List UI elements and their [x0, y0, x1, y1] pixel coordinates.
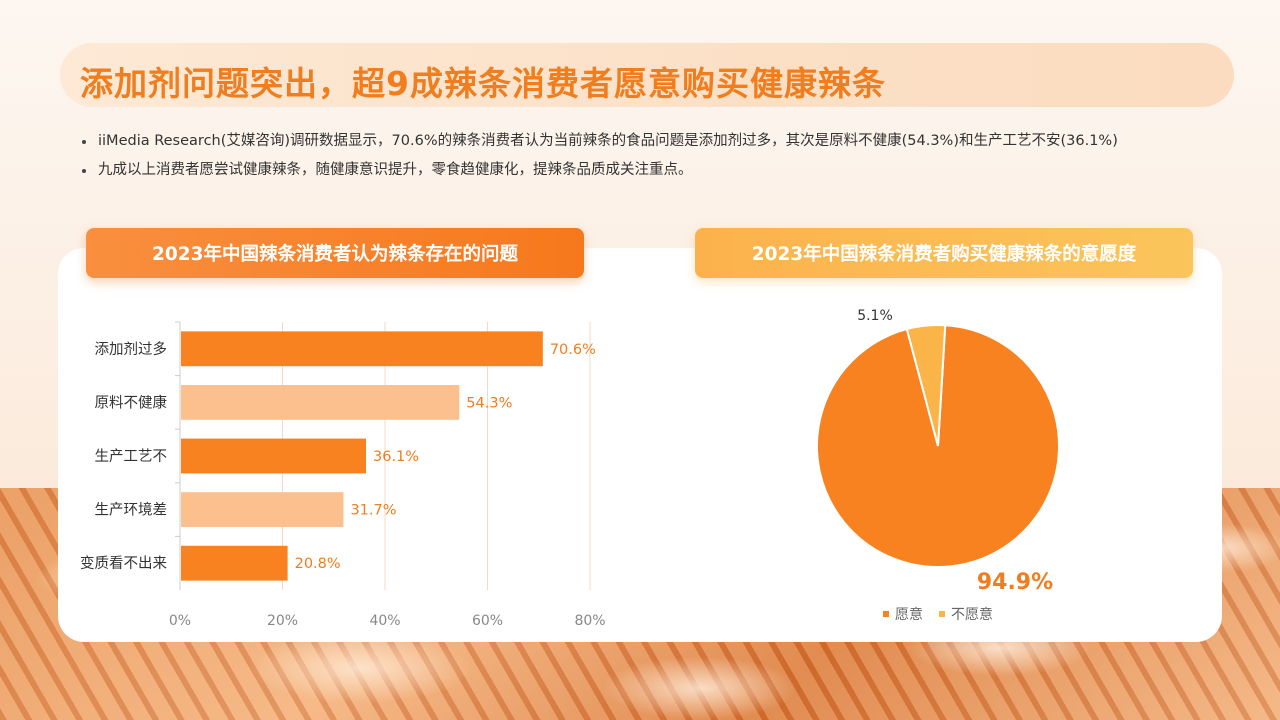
bar-value-label: 31.7%	[350, 503, 396, 519]
bar	[181, 438, 367, 474]
category-label: 变质看不出来	[80, 555, 167, 572]
legend-swatch	[939, 611, 945, 617]
bar-value-label: 20.8%	[295, 556, 341, 572]
bar	[181, 331, 543, 367]
category-label: 原料不健康	[95, 394, 168, 411]
legend-item-willing: 愿意	[883, 604, 923, 624]
bar	[181, 384, 460, 420]
title-banner	[60, 43, 1234, 107]
x-tick-label: 40%	[369, 613, 400, 629]
category-label: 生产工艺不	[95, 448, 168, 465]
bar	[181, 492, 344, 528]
legend-label: 愿意	[895, 607, 923, 623]
pie-chart: 5.1% 94.9%	[816, 308, 1061, 595]
bar-chart-title: 2023年中国辣条消费者认为辣条存在的问题	[86, 228, 584, 278]
category-label: 添加剂过多	[95, 341, 168, 358]
legend-item-unwilling: 不愿意	[939, 604, 993, 624]
page-title: 添加剂问题突出，超9成辣条消费者愿意购买健康辣条	[80, 64, 886, 103]
bar-value-label: 36.1%	[373, 449, 419, 465]
x-tick-label: 0%	[169, 613, 191, 629]
legend-label: 不愿意	[951, 607, 993, 623]
pie-value-label-minor: 5.1%	[857, 308, 893, 324]
bar-value-label: 70.6%	[550, 342, 596, 358]
pie-chart-title: 2023年中国辣条消费者购买健康辣条的意愿度	[695, 228, 1193, 278]
pie-slice	[905, 324, 947, 447]
bar	[181, 545, 288, 581]
summary-bullets: iiMedia Research(艾媒咨询)调研数据显示，70.6%的辣条消费者…	[80, 132, 1118, 190]
pie-legend: 愿意 不愿意	[883, 604, 993, 624]
x-tick-label: 80%	[574, 613, 605, 629]
pie-value-label-major: 94.9%	[977, 570, 1053, 595]
bullet-item: iiMedia Research(艾媒咨询)调研数据显示，70.6%的辣条消费者…	[80, 132, 1118, 151]
bar-chart: 0% 20% 40% 60% 80% 添加剂过多 70.6% 原料不健康 54.3% 生产工艺不 3…	[80, 321, 606, 629]
legend-swatch	[883, 611, 889, 617]
x-tick-label: 20%	[267, 613, 298, 629]
category-label: 生产环境差	[95, 501, 168, 519]
x-tick-label: 60%	[472, 613, 503, 629]
bullet-item: 九成以上消费者愿尝试健康辣条，随健康意识提升，零食趋健康化，提辣条品质成关注重点…	[80, 161, 1118, 180]
bar-value-label: 54.3%	[466, 395, 512, 411]
